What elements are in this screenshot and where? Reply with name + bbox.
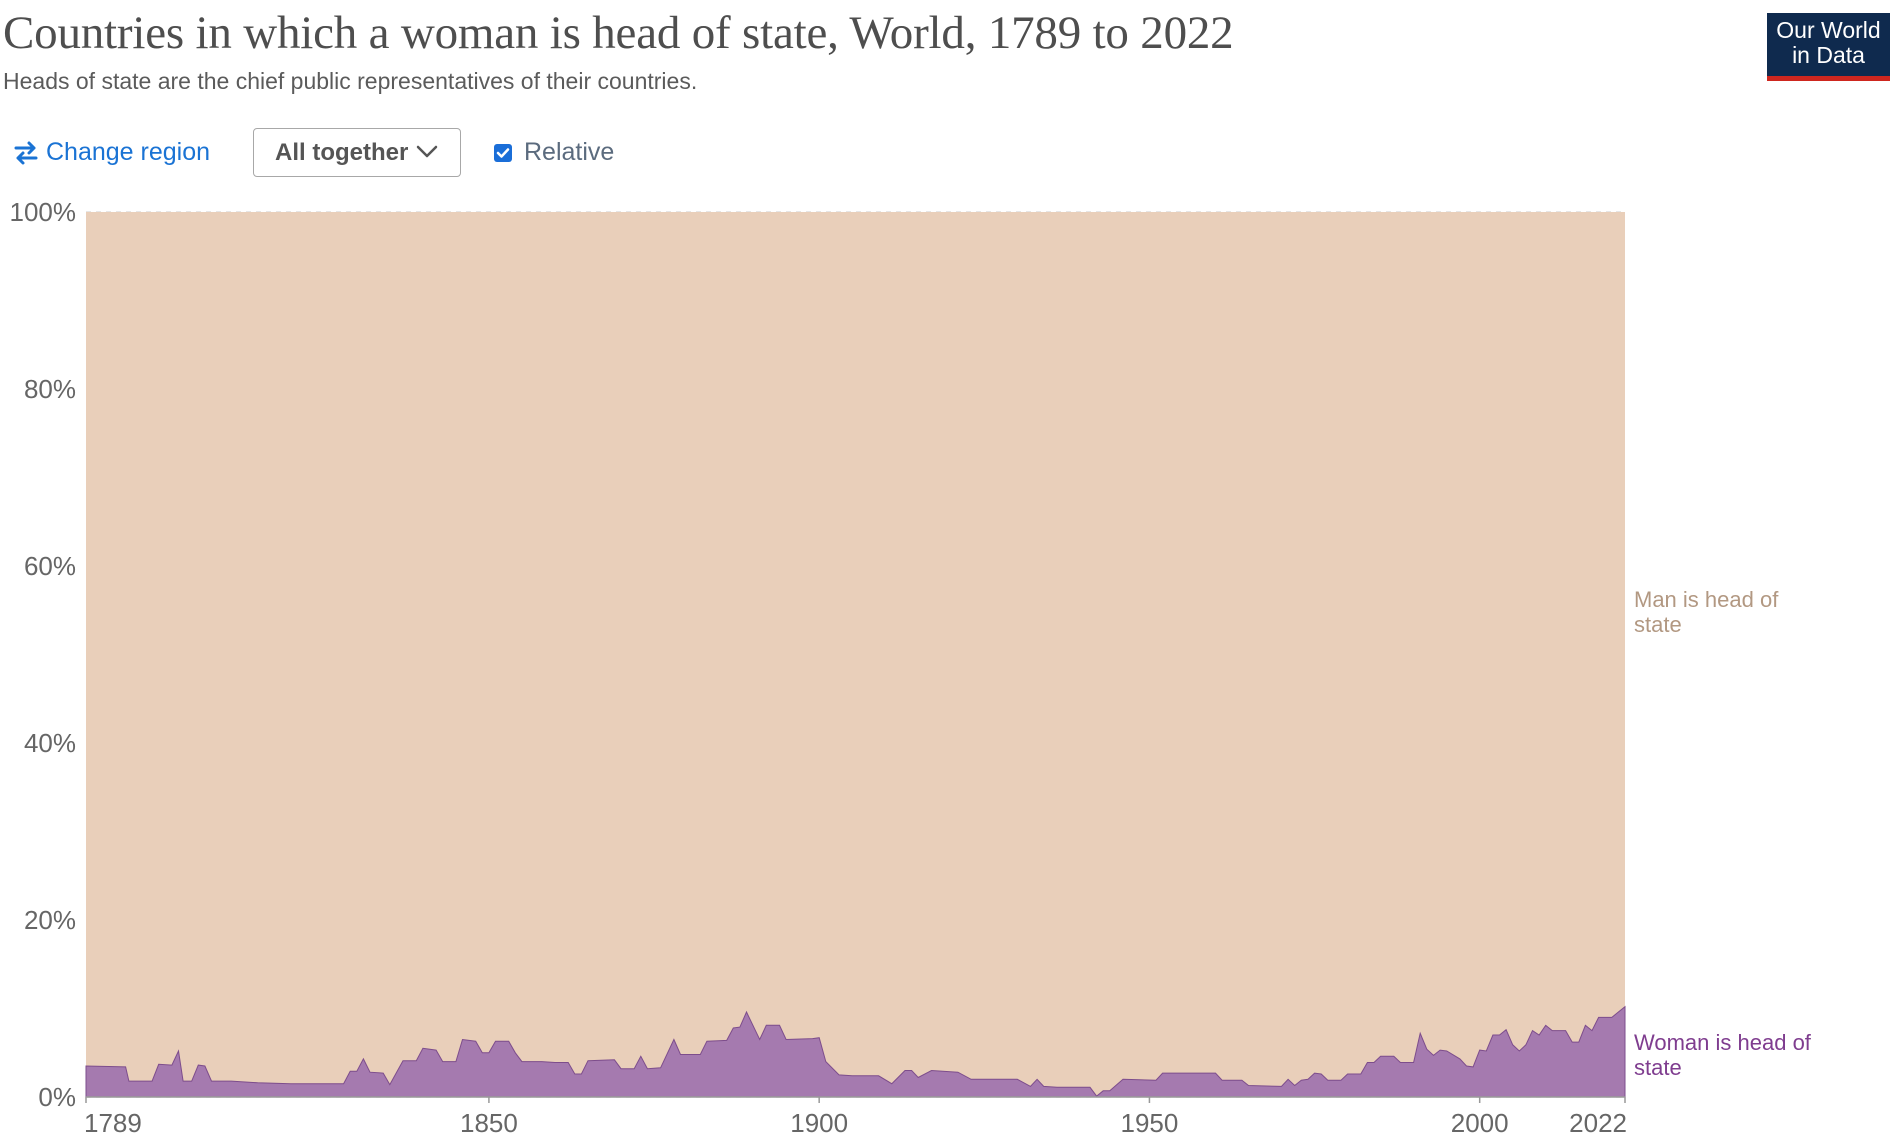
logo-line-2: in Data — [1792, 42, 1865, 68]
change-region-button[interactable]: Change region — [12, 138, 210, 167]
x-tick-label: 2022 — [1569, 1108, 1627, 1138]
y-tick-label: 80% — [24, 374, 76, 404]
owid-logo[interactable]: Our World in Data — [1767, 13, 1890, 81]
x-tick-label: 2000 — [1451, 1108, 1509, 1138]
y-tick-label: 0% — [38, 1082, 76, 1112]
stacked-area-chart[interactable]: 0% 20% 40% 60% 80% 100% 1789 1850 1900 1950 2000 2… — [0, 190, 1894, 1144]
chart-subtitle: Heads of state are the chief public repr… — [3, 68, 698, 94]
swap-arrows-icon — [14, 141, 38, 164]
y-tick-label: 20% — [24, 905, 76, 935]
y-tick-label: 40% — [24, 728, 76, 758]
x-tick-label: 1789 — [84, 1108, 142, 1138]
x-tick-label: 1950 — [1121, 1108, 1179, 1138]
chevron-down-icon — [416, 145, 438, 158]
y-axis-ticks: 0% 20% 40% 60% 80% 100% — [10, 197, 77, 1112]
relative-toggle[interactable]: Relative — [494, 138, 614, 167]
y-tick-label: 100% — [10, 197, 77, 227]
relative-label: Relative — [524, 138, 615, 166]
series-label-woman-line2: state — [1634, 1055, 1682, 1080]
x-axis-ticks: 1789 1850 1900 1950 2000 2022 — [84, 1097, 1627, 1138]
series-label-woman: Woman is head of — [1634, 1030, 1812, 1055]
facet-select[interactable]: All together — [253, 128, 461, 177]
chart-controls: Change region All together Relative — [0, 128, 900, 180]
logo-line-1: Our World — [1776, 17, 1881, 43]
change-region-label: Change region — [46, 138, 211, 166]
area-man-is-head-of-state[interactable] — [86, 212, 1625, 1097]
series-label-man-line2: state — [1634, 612, 1682, 637]
chart-title: Countries in which a woman is head of st… — [3, 7, 1234, 59]
area-woman-is-head-of-state[interactable] — [85, 1005, 1626, 1098]
relative-checkbox[interactable] — [494, 143, 512, 162]
x-tick-label: 1900 — [790, 1108, 848, 1138]
series-label-man: Man is head of — [1634, 587, 1779, 612]
checkmark-icon — [496, 147, 510, 158]
y-tick-label: 60% — [24, 551, 76, 581]
x-tick-label: 1850 — [460, 1108, 518, 1138]
facet-select-value: All together — [275, 138, 409, 166]
